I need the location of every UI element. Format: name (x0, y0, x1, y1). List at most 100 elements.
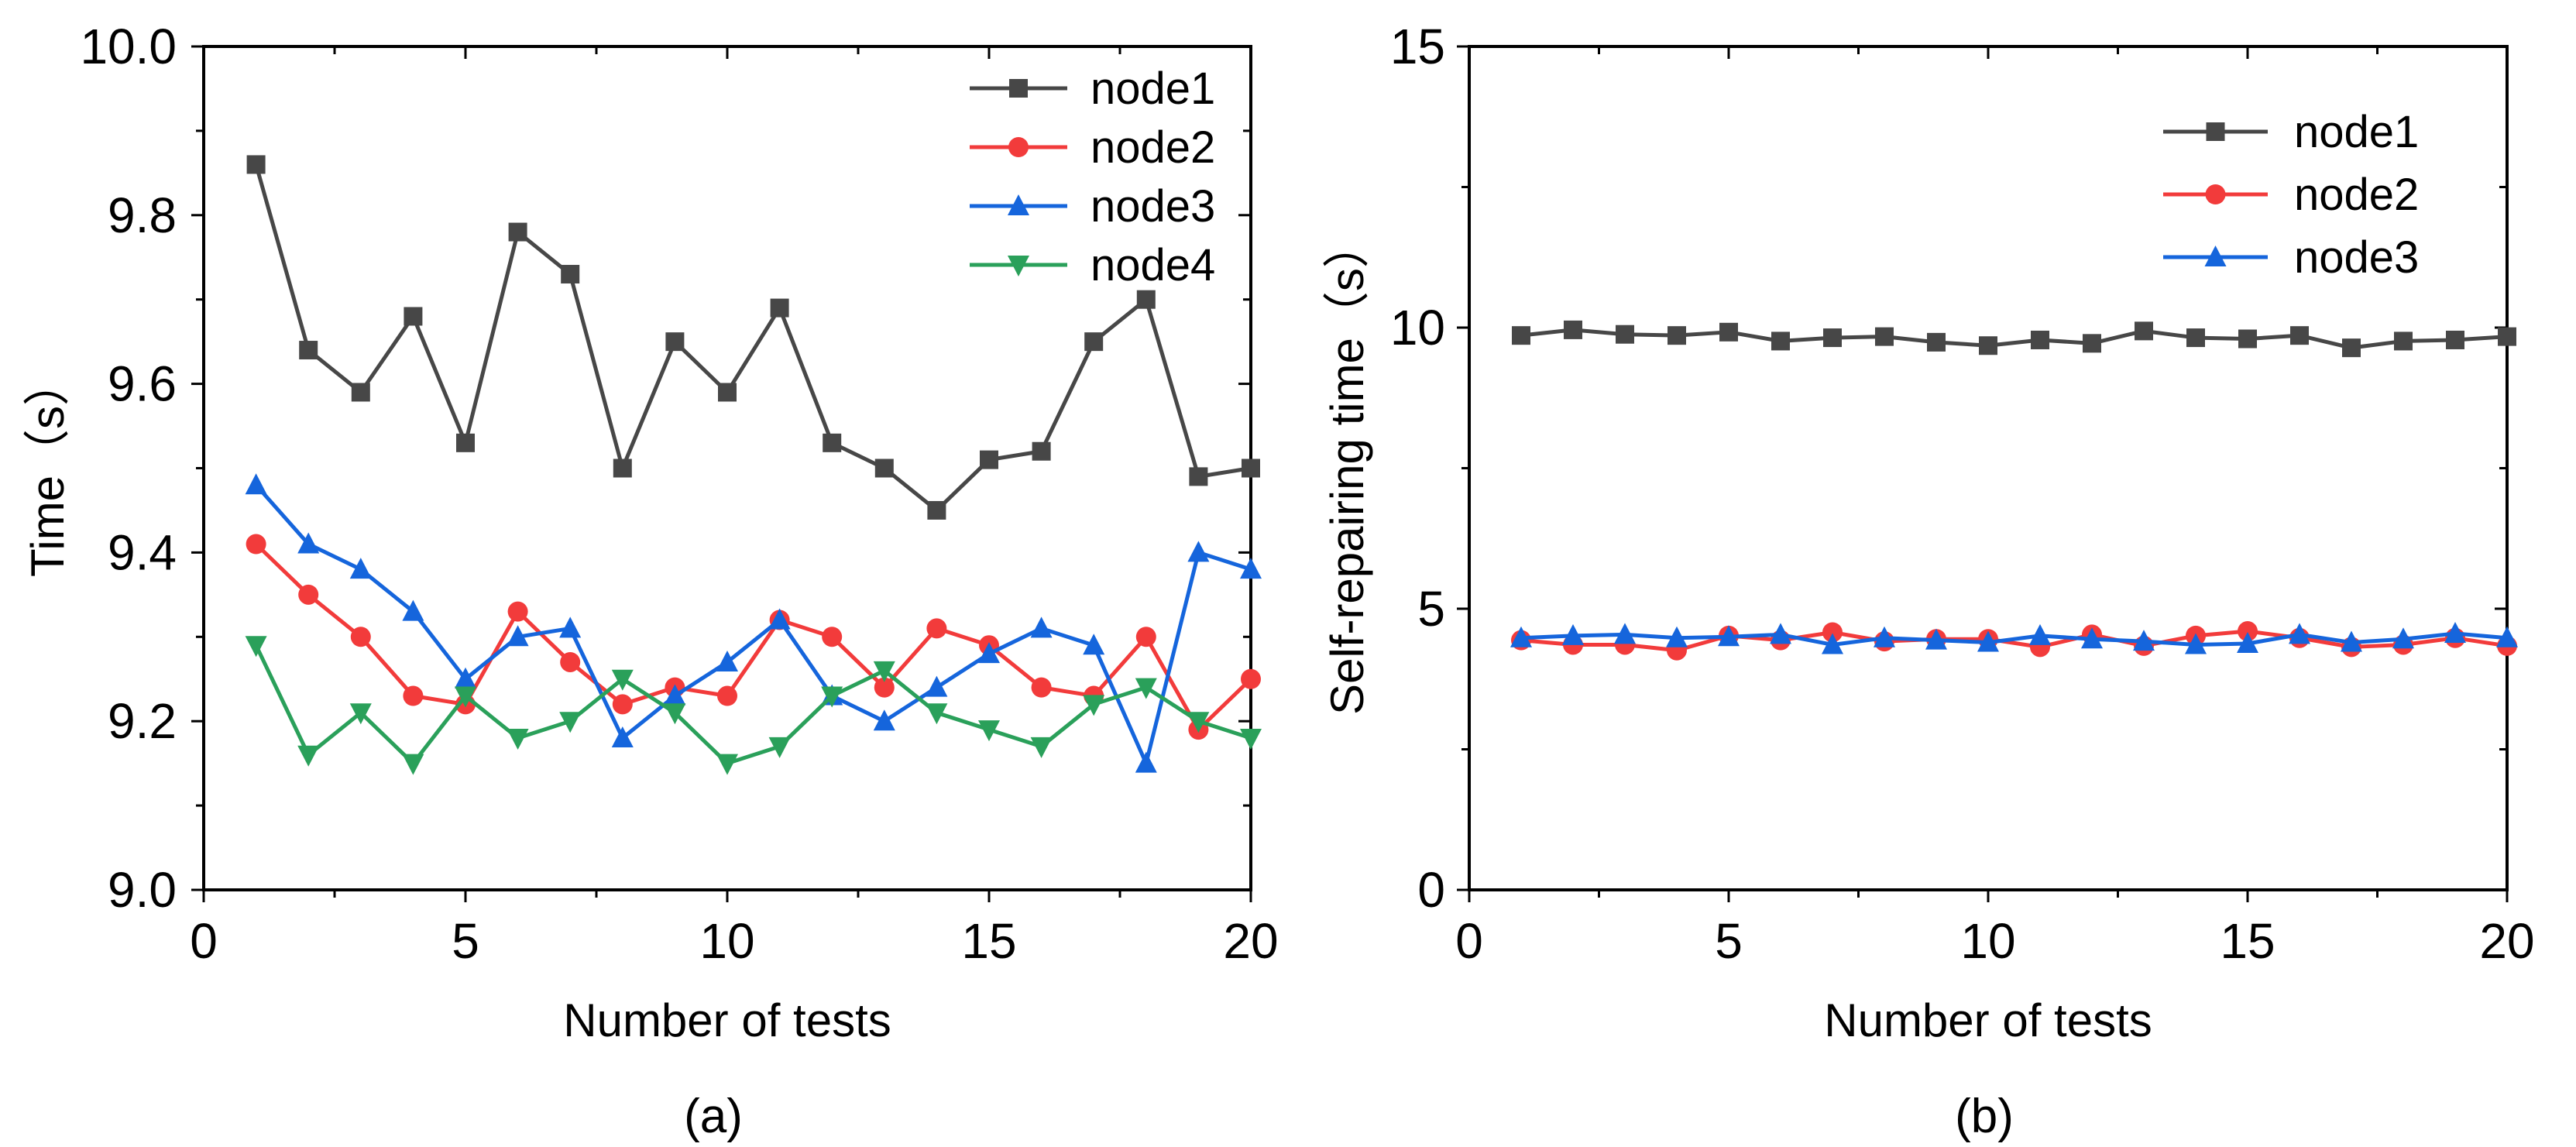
node2-point (246, 534, 266, 555)
node3-point (2392, 627, 2414, 649)
legend-label: node2 (2294, 170, 2419, 220)
node3-point (873, 709, 895, 731)
node3-point (455, 667, 476, 689)
node4-point (507, 728, 529, 750)
node3-point (1822, 633, 1843, 654)
node3-point (926, 675, 948, 697)
chart-a: 0 5 10 15 20 9.0 9.2 9.4 9.6 9.8 10.0 Number of tes… (22, 19, 1279, 1143)
x-tick-label: 20 (2479, 913, 2534, 969)
node3-point (2237, 632, 2258, 654)
y-tick-label: 10 (1390, 300, 1445, 355)
y-tick-label: 9.6 (108, 356, 177, 412)
node3-point (716, 650, 738, 671)
legend-item-node3: node3 (2163, 232, 2419, 283)
series-node2 (246, 534, 1261, 740)
y-tick-label: 9.2 (108, 693, 177, 749)
node3-point (1187, 541, 1210, 562)
y-tick-label: 10.0 (80, 19, 177, 74)
node4-point (1240, 728, 1262, 750)
node1-point (1719, 322, 1738, 342)
node1-point (299, 341, 318, 360)
y-tick-label: 9.8 (108, 187, 177, 243)
legend-label: node3 (1091, 181, 1215, 232)
node4-point (455, 686, 476, 708)
x-tick-label: 10 (699, 913, 754, 969)
panel-label: (b) (1955, 1090, 2014, 1143)
node2-point (507, 601, 528, 622)
node2-point (874, 677, 895, 698)
node1-point (1512, 326, 1530, 345)
node1-point (2135, 321, 2153, 341)
node3-point (1510, 626, 1532, 647)
node3-line (1520, 631, 2508, 647)
node3-point (2133, 630, 2155, 651)
x-axis-title: Number of tests (1824, 994, 2152, 1046)
node1-point (874, 458, 894, 478)
node1-point (2498, 327, 2516, 346)
node3-point (245, 473, 267, 495)
node3-point (1718, 625, 1740, 647)
node3-point (978, 642, 1000, 664)
node1-point (2446, 330, 2464, 349)
node2-point (1135, 627, 1156, 647)
node4-point (873, 661, 895, 682)
node4-point (349, 703, 372, 725)
node4-point (245, 636, 267, 658)
legend-label: node3 (2294, 232, 2419, 283)
node4-point (664, 703, 686, 725)
series-node1 (246, 155, 1260, 520)
node3-point (2185, 633, 2207, 654)
node1-point (351, 383, 370, 402)
node4-point (559, 712, 582, 733)
node3-point (611, 726, 634, 747)
node1-point (2031, 330, 2049, 349)
x-tick-label: 15 (2220, 913, 2275, 969)
node4-point (926, 703, 948, 725)
node3-point (1770, 623, 1791, 644)
node4-point (1083, 695, 1105, 716)
node3-point (1083, 634, 1105, 655)
node2-point (1822, 622, 1843, 643)
node1-point (2083, 334, 2101, 353)
node1-point (1032, 441, 1051, 461)
node1-point (1875, 327, 1894, 346)
node1-point (404, 307, 423, 326)
node1-point (1979, 336, 1997, 355)
y-tick-label: 0 (1417, 862, 1445, 918)
node1-line (254, 163, 1252, 513)
node4-point (1187, 712, 1210, 733)
x-tick-label: 15 (961, 913, 1016, 969)
y-tick-label: 5 (1417, 581, 1445, 637)
node3-point (2341, 630, 2362, 652)
x-tick-label: 5 (1715, 913, 1743, 969)
node2-point (403, 685, 424, 706)
x-tick-label: 0 (190, 913, 218, 969)
node3-point (2496, 626, 2518, 647)
y-axis-title: Self-repairing time（s） (1321, 222, 1373, 715)
series-node3 (245, 473, 1262, 773)
legend-marker (2204, 246, 2227, 266)
node2-point (298, 584, 319, 605)
node3-point (1666, 626, 1688, 647)
node2-point (560, 651, 581, 672)
node1-point (823, 433, 842, 452)
node4-point (297, 745, 320, 767)
x-axis-title: Number of tests (563, 994, 891, 1046)
legend-item-node1: node1 (970, 64, 1215, 114)
node1-point (2186, 328, 2205, 348)
node1-point (1084, 332, 1104, 352)
node4-point (1030, 737, 1053, 758)
x-tick-label: 20 (1223, 913, 1278, 969)
node4-point (768, 737, 791, 758)
node3-point (297, 532, 320, 554)
node3-point (2029, 623, 2051, 645)
legend-item-node1: node1 (2163, 107, 2419, 157)
node1-point (1136, 290, 1156, 309)
node2-point (612, 694, 633, 715)
node3-line (254, 483, 1252, 766)
node4-point (821, 686, 843, 708)
legend-label: node1 (2294, 107, 2419, 157)
node4-point (716, 754, 738, 775)
panel-label: (a) (684, 1090, 743, 1143)
node1-point (1823, 328, 1842, 348)
